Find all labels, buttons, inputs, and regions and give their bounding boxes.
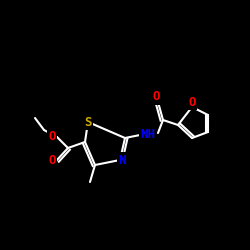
Text: O: O (152, 90, 160, 104)
Text: NH: NH (140, 128, 156, 141)
Text: S: S (84, 116, 92, 128)
Text: O: O (48, 130, 56, 143)
Text: N: N (118, 154, 126, 166)
Text: O: O (188, 96, 196, 108)
Text: O: O (48, 154, 56, 166)
